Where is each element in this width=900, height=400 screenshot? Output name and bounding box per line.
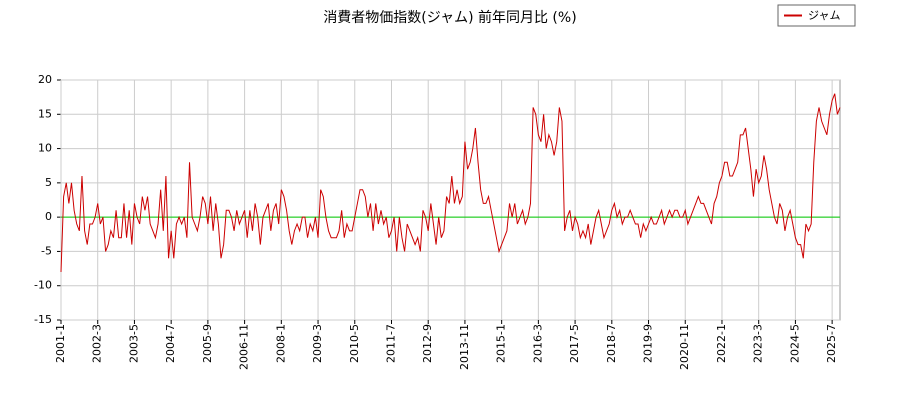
x-tick-label: 2010-5 [348,324,361,363]
y-tick-label: 20 [38,73,52,86]
y-tick-label: 15 [38,107,52,120]
x-tick-label: 2016-3 [531,324,544,363]
x-tick-label: 2004-7 [164,324,177,363]
x-tick-label: 2017-5 [568,324,581,363]
x-tick-label: 2019-9 [642,324,655,363]
x-tick-label: 2006-11 [238,324,251,370]
y-tick-label: -5 [41,244,52,257]
x-tick-label: 2012-9 [421,324,434,363]
x-tick-label: 2005-9 [201,324,214,363]
y-tick-label: 5 [45,176,52,189]
x-tick-label: 2002-3 [91,324,104,363]
x-tick-label: 2011-7 [384,324,397,363]
y-tick-label: 10 [38,142,52,155]
x-tick-label: 2025-7 [825,324,838,363]
x-tick-label: 2018-7 [605,324,618,363]
x-tick-label: 2013-11 [458,324,471,370]
x-tick-label: 2024-5 [788,324,801,363]
x-tick-label: 2020-11 [678,324,691,370]
x-tick-label: 2001-1 [54,324,67,363]
x-tick-label: 2023-3 [752,324,765,363]
x-tick-label: 2008-1 [274,324,287,363]
x-tick-label: 2022-1 [715,324,728,363]
legend-box [777,4,856,27]
x-tick-label: 2003-5 [127,324,140,363]
y-tick-label: -10 [34,279,52,292]
legend-label: ジャム [808,9,840,22]
y-tick-label: 0 [45,210,52,223]
x-tick-label: 2009-3 [311,324,324,363]
series-line [60,93,841,273]
y-tick-label: -15 [34,313,52,326]
x-tick-label: 2015-1 [495,324,508,363]
chart-title: 消費者物価指数(ジャム) 前年同月比 (%) [323,9,576,26]
